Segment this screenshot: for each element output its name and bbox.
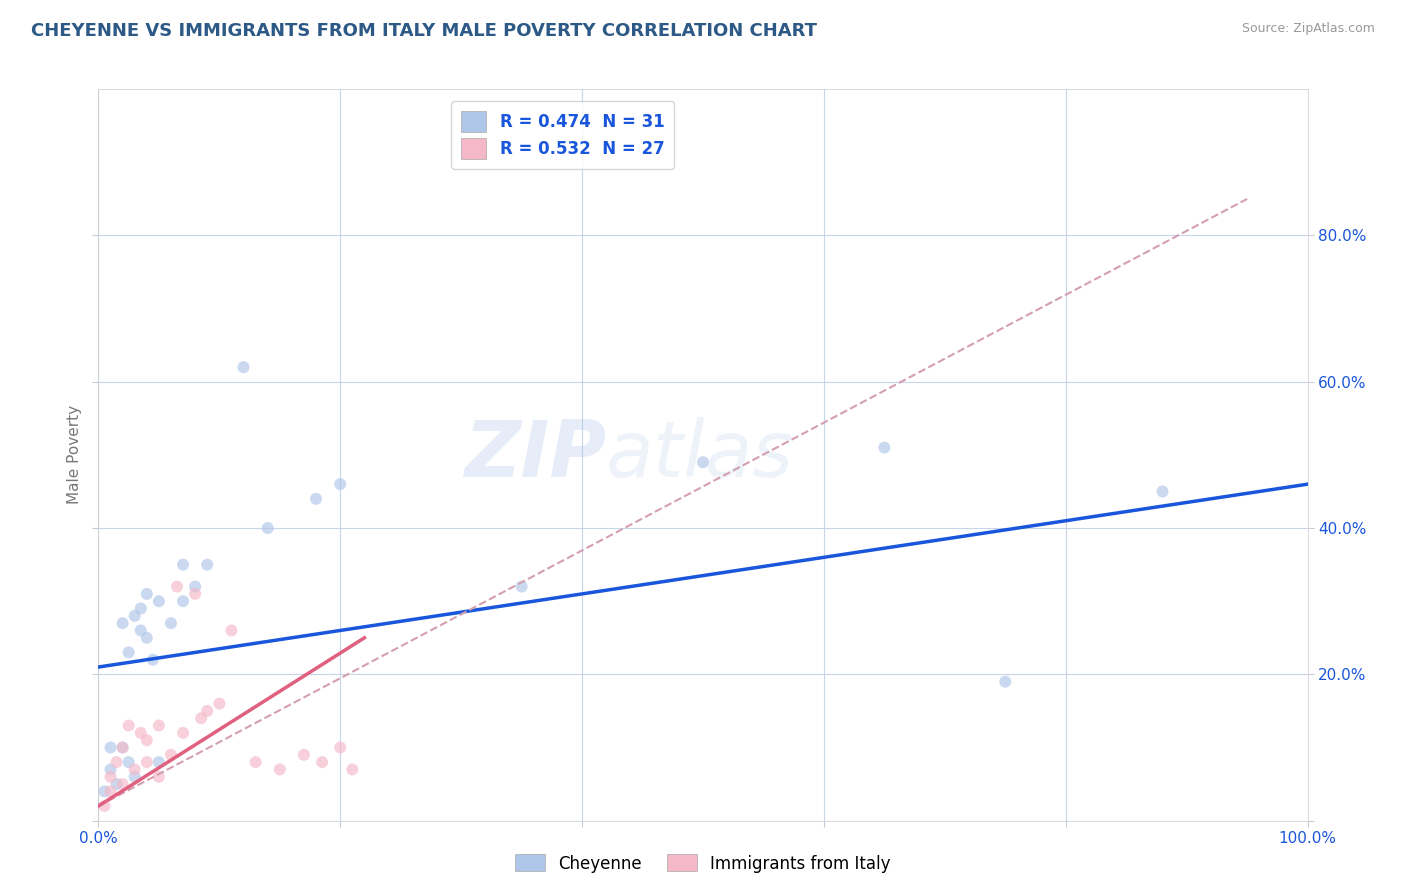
Point (172, 726, 194, 740)
Point (105, 755, 128, 769)
Point (148, 770, 170, 784)
Point (1152, 484, 1174, 499)
Text: CHEYENNE VS IMMIGRANTS FROM ITALY MALE POVERTY CORRELATION CHART: CHEYENNE VS IMMIGRANTS FROM ITALY MALE P… (31, 22, 817, 40)
Point (994, 674, 1017, 689)
Text: Source: ZipAtlas.com: Source: ZipAtlas.com (1241, 22, 1375, 36)
Point (221, 624, 243, 638)
Point (148, 718, 170, 732)
Point (166, 580, 188, 594)
Point (111, 740, 134, 755)
Point (129, 601, 152, 615)
Point (135, 587, 157, 601)
Point (111, 616, 134, 631)
Point (329, 740, 352, 755)
Point (172, 594, 194, 608)
Point (111, 777, 134, 791)
Y-axis label: Male Poverty: Male Poverty (67, 405, 83, 505)
Legend: Cheyenne, Immigrants from Italy: Cheyenne, Immigrants from Italy (509, 847, 897, 880)
Point (93, 799, 115, 814)
Point (195, 704, 218, 718)
Point (100, 770, 122, 784)
Point (172, 558, 194, 572)
Point (129, 726, 152, 740)
Point (135, 631, 157, 645)
Point (184, 580, 207, 594)
Legend: R = 0.474  N = 31, R = 0.532  N = 27: R = 0.474 N = 31, R = 0.532 N = 27 (451, 101, 675, 169)
Point (160, 747, 183, 762)
Point (311, 755, 333, 769)
Point (292, 747, 315, 762)
Point (100, 740, 122, 755)
Point (100, 784, 122, 798)
Point (124, 608, 146, 623)
Text: ZIP: ZIP (464, 417, 606, 493)
Point (118, 645, 141, 659)
Point (118, 718, 141, 732)
Point (184, 587, 207, 601)
Point (873, 441, 896, 455)
Point (142, 653, 165, 667)
Point (256, 521, 278, 535)
Point (329, 477, 352, 491)
Point (129, 624, 152, 638)
Point (342, 763, 364, 777)
Point (135, 755, 157, 769)
Text: atlas: atlas (606, 417, 794, 493)
Point (692, 455, 714, 469)
Point (269, 763, 291, 777)
Point (510, 580, 533, 594)
Point (305, 491, 328, 506)
Point (124, 763, 146, 777)
Point (93, 784, 115, 798)
Point (190, 711, 212, 725)
Point (118, 755, 141, 769)
Point (105, 777, 128, 791)
Point (100, 763, 122, 777)
Point (148, 755, 170, 769)
Point (208, 697, 231, 711)
Point (148, 594, 170, 608)
Point (111, 740, 134, 755)
Point (124, 770, 146, 784)
Point (245, 755, 267, 769)
Point (135, 733, 157, 747)
Point (232, 360, 254, 375)
Point (195, 558, 218, 572)
Point (160, 616, 183, 631)
